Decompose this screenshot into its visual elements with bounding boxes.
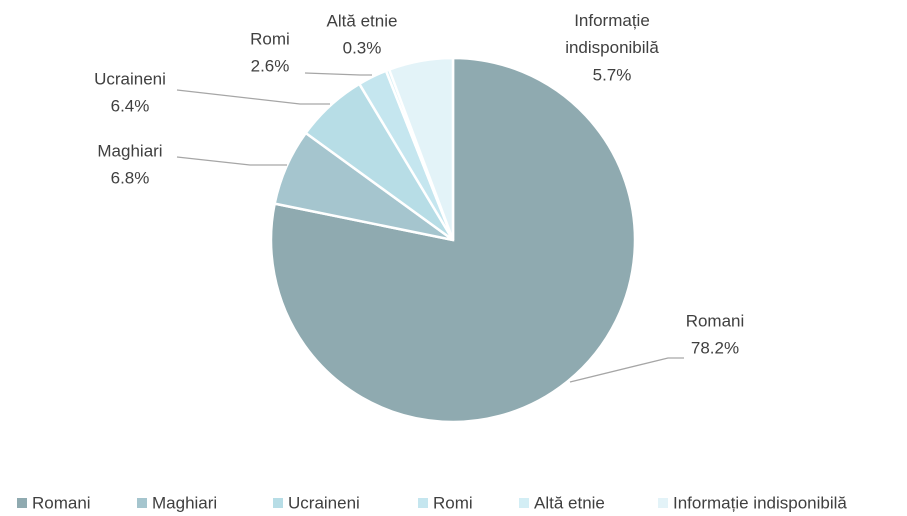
data-label-value: 0.3% bbox=[343, 38, 382, 57]
data-label-name: Altă etnie bbox=[327, 11, 398, 30]
pie-slice bbox=[269, 56, 637, 424]
data-label-name: Romani bbox=[686, 311, 745, 330]
pie-slice bbox=[387, 56, 455, 241]
data-label-value: 6.8% bbox=[111, 168, 150, 187]
legend-label: Romani bbox=[32, 493, 91, 512]
data-label-value: 2.6% bbox=[251, 56, 290, 75]
data-label-value: 78.2% bbox=[691, 338, 739, 357]
leader-line bbox=[176, 156, 287, 166]
data-label-name: Ucraineni bbox=[94, 69, 166, 88]
legend-label: Ucraineni bbox=[288, 493, 360, 512]
leader-line bbox=[304, 72, 372, 76]
leader-line bbox=[176, 89, 330, 105]
legend-label: Romi bbox=[433, 493, 473, 512]
legend-swatch bbox=[418, 498, 428, 508]
leader-line bbox=[569, 357, 684, 383]
legend-label: Maghiari bbox=[152, 493, 217, 512]
legend-label: Informație indisponibilă bbox=[673, 493, 847, 512]
legend-swatch bbox=[137, 498, 147, 508]
legend-swatch bbox=[17, 498, 27, 508]
legend-label: Altă etnie bbox=[534, 493, 605, 512]
data-label-name: Maghiari bbox=[97, 141, 162, 160]
data-label-value: 5.7% bbox=[593, 65, 632, 84]
legend-swatch bbox=[519, 498, 529, 508]
legend-swatch bbox=[273, 498, 283, 508]
data-label-name: Informație indisponibilă bbox=[565, 11, 659, 57]
legend-swatch bbox=[658, 498, 668, 508]
data-label-name: Romi bbox=[250, 29, 290, 48]
data-label-value: 6.4% bbox=[111, 96, 150, 115]
